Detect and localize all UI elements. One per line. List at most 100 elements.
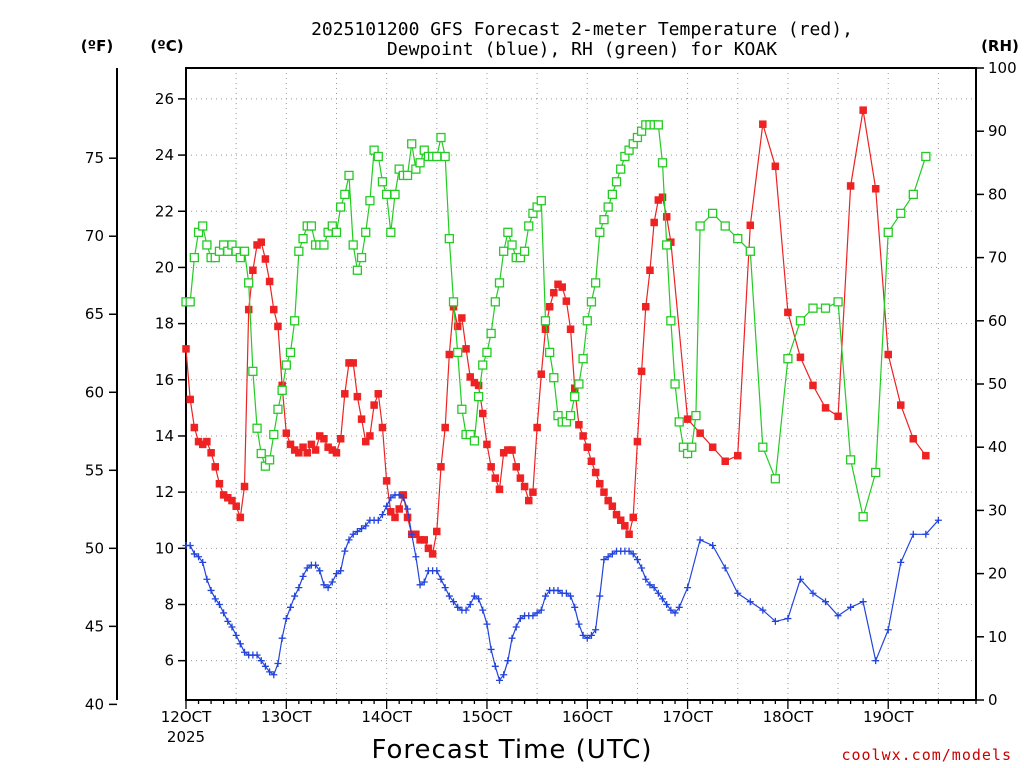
- dewpoint-point: [759, 606, 767, 614]
- 2-meter-temperature-point: [625, 530, 633, 539]
- 2-meter-temperature-point: [662, 213, 671, 221]
- celsius-tick-label: 16: [155, 371, 174, 389]
- rh-point: [590, 278, 601, 288]
- dewpoint-point: [462, 606, 470, 614]
- rh-point: [440, 151, 450, 162]
- 2-meter-temperature-point: [274, 322, 282, 331]
- rh-axis-label: (RH): [981, 37, 1019, 55]
- dewpoint-point: [416, 581, 424, 589]
- 2-meter-temperature-point: [249, 266, 257, 274]
- rh-tick-label: 20: [988, 565, 1007, 583]
- x-tick-label: 18OCT: [763, 708, 814, 726]
- grid-lines: [186, 68, 976, 700]
- rh-point: [758, 442, 768, 452]
- 2-meter-temperature-point: [265, 277, 274, 286]
- dewpoint-point: [646, 581, 654, 589]
- dewpoint-point: [654, 589, 662, 597]
- 2-meter-temperature-point: [353, 392, 362, 401]
- celsius-tick-label: 8: [164, 595, 174, 613]
- 2-meter-temperature-point: [357, 415, 366, 423]
- rh-point: [269, 429, 279, 440]
- dewpoint-point: [734, 589, 742, 597]
- rh-point: [578, 354, 588, 364]
- fahrenheit-tick-label: 40: [85, 695, 104, 713]
- rh-point: [586, 297, 597, 307]
- rh-point: [820, 303, 831, 313]
- 2-meter-temperature-point: [621, 522, 629, 530]
- 2-meter-temperature-point: [646, 266, 654, 274]
- rh-tick-label: 40: [988, 438, 1007, 456]
- fahrenheit-tick-label: 60: [85, 383, 104, 401]
- 2-meter-temperature-point: [650, 218, 658, 227]
- chart-title-line2: Dewpoint (blue), RH (green) for KOAK: [387, 39, 777, 60]
- fahrenheit-tick-label: 45: [85, 617, 104, 635]
- dewpoint-point: [203, 575, 211, 583]
- 2-meter-temperature-point: [203, 437, 211, 446]
- celsius-tick-label: 22: [155, 202, 174, 220]
- 2-meter-temperature-point: [445, 350, 454, 359]
- chart-title-line1: 2025101200 GFS Forecast 2-meter Temperat…: [311, 19, 853, 40]
- rh-tick-label: 10: [988, 628, 1007, 646]
- 2-meter-temperature-point: [257, 238, 265, 246]
- dewpoint-point: [642, 575, 650, 583]
- 2-meter-temperature-point: [809, 381, 817, 390]
- dewpoint-point: [445, 592, 453, 600]
- dewpoint-point: [316, 567, 324, 575]
- x-axis-title: Forecast Time (UTC): [371, 735, 652, 765]
- dewpoint-point: [562, 589, 570, 597]
- rh-point: [599, 215, 609, 225]
- 2-meter-temperature-point: [721, 457, 729, 465]
- rh-point: [348, 240, 358, 250]
- dewpoint-point: [771, 617, 779, 625]
- 2-meter-temperature-point: [186, 395, 194, 404]
- dewpoint-point: [470, 592, 478, 600]
- rh-point: [858, 512, 868, 522]
- dewpoint-point: [575, 620, 583, 628]
- dewpoint-point: [608, 550, 616, 558]
- dewpoint-point: [872, 657, 880, 665]
- rh-point: [695, 221, 705, 231]
- 2-meter-temperature-point: [642, 303, 650, 311]
- fahrenheit-tick-label: 50: [85, 539, 104, 557]
- 2-meter-temperature-point: [361, 437, 370, 446]
- dewpoint-point: [341, 547, 349, 555]
- dewpoint-point: [922, 530, 930, 538]
- dewpoint-point: [353, 527, 361, 535]
- dewpoint-point: [224, 617, 232, 625]
- 2-meter-temperature-point: [596, 479, 604, 488]
- 2-meter-temperature-point: [591, 468, 600, 477]
- dewpoint-point: [378, 511, 386, 519]
- dewpoint-point: [291, 592, 299, 600]
- rh-point: [733, 233, 743, 244]
- dewpoint-point: [278, 634, 286, 642]
- 2-meter-temperature-point: [403, 513, 412, 522]
- rh-point: [616, 164, 626, 174]
- fahrenheit-tick-label: 70: [85, 227, 104, 245]
- dewpoint-point: [721, 564, 729, 572]
- rh-point: [390, 189, 400, 200]
- x-tick-label: 17OCT: [662, 708, 713, 726]
- dewpoint-point: [897, 558, 905, 566]
- dewpoint-point: [487, 645, 495, 653]
- rh-point: [670, 379, 680, 389]
- dewpoint-point: [253, 651, 261, 659]
- 2-meter-temperature-point: [320, 435, 328, 443]
- dewpoint-point: [483, 620, 491, 628]
- rh-point: [185, 297, 195, 307]
- dewpoint-point: [320, 581, 328, 589]
- dewpoint-point: [349, 530, 357, 538]
- rh-point: [845, 455, 856, 465]
- dewpoint-point: [671, 609, 679, 617]
- dewpoint-point: [650, 584, 658, 592]
- dewpoint-point: [274, 659, 282, 667]
- rh-point: [808, 303, 818, 313]
- dewpoint-point: [295, 584, 303, 592]
- 2-meter-temperature-point: [382, 477, 391, 485]
- 2-meter-temperature-point: [579, 432, 587, 440]
- dewpoint-point: [479, 606, 487, 614]
- 2-meter-temperature-point: [282, 429, 291, 437]
- dewpoint-point: [437, 575, 445, 583]
- dewpoint-point: [495, 676, 503, 684]
- rh-point: [519, 246, 530, 256]
- 2-meter-temperature-point: [759, 120, 767, 128]
